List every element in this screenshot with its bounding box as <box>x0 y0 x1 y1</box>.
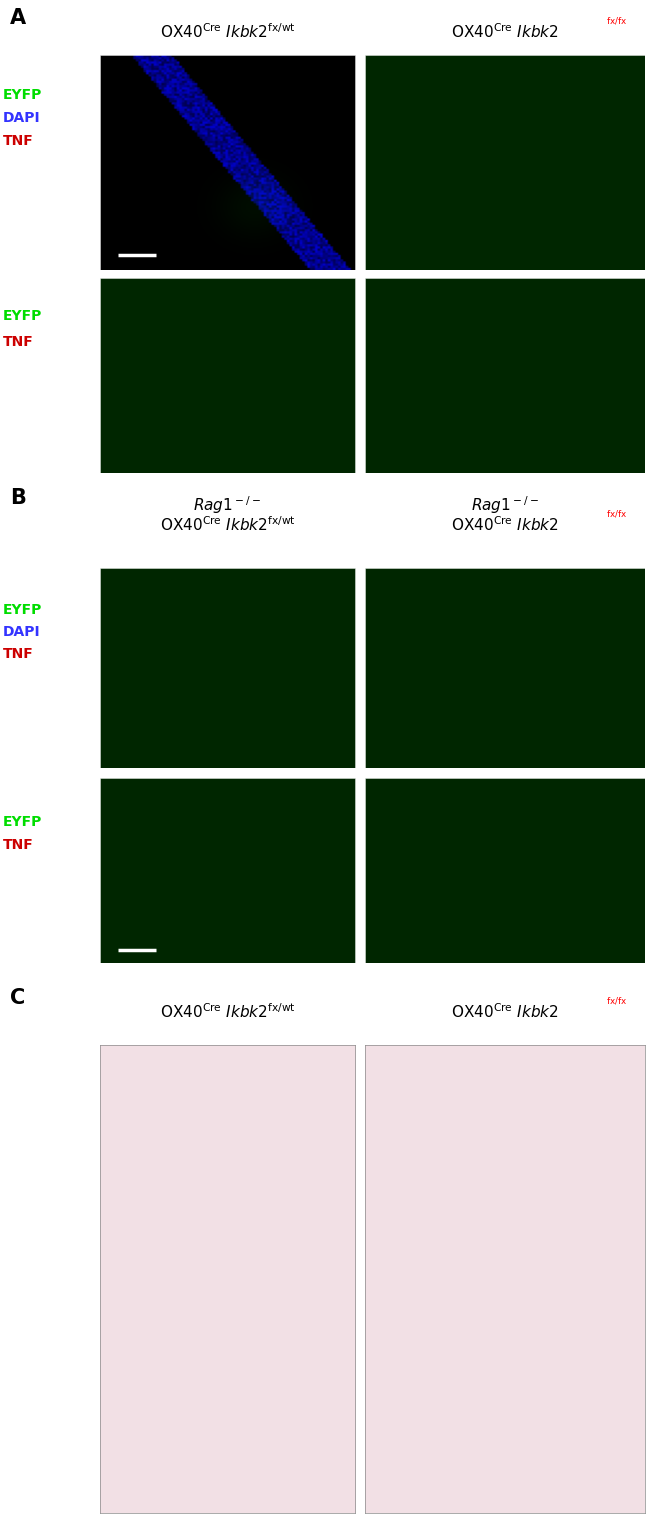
Text: OX40$^{\rm Cre}$ $\mathit{Ikbk2}$$^{\rm fx/wt}$: OX40$^{\rm Cre}$ $\mathit{Ikbk2}$$^{\rm … <box>160 1003 295 1021</box>
Text: TNF: TNF <box>3 134 34 148</box>
Text: OX40$^{\rm Cre}$ $\mathit{Ikbk2}$$^{\rm fx/wt}$: OX40$^{\rm Cre}$ $\mathit{Ikbk2}$$^{\rm … <box>160 23 295 42</box>
Text: OX40$^{\rm Cre}$ $\mathit{Ikbk2}$: OX40$^{\rm Cre}$ $\mathit{Ikbk2}$ <box>451 1003 559 1021</box>
Text: OX40$^{\rm Cre}$ $\mathit{Ikbk2}$: OX40$^{\rm Cre}$ $\mathit{Ikbk2}$ <box>451 515 559 534</box>
Text: DAPI: DAPI <box>3 111 41 125</box>
Text: TNF: TNF <box>3 647 34 661</box>
Text: $^{\rm fx/fx}$: $^{\rm fx/fx}$ <box>606 998 627 1012</box>
Text: DAPI: DAPI <box>3 624 41 638</box>
Text: TNF: TNF <box>3 838 34 852</box>
Text: OX40$^{\rm Cre}$ $\mathit{Ikbk2}$$^{\rm fx/wt}$: OX40$^{\rm Cre}$ $\mathit{Ikbk2}$$^{\rm … <box>160 515 295 534</box>
Text: OX40$^{\rm Cre}$ $\mathit{Ikbk2}$: OX40$^{\rm Cre}$ $\mathit{Ikbk2}$ <box>451 23 559 42</box>
Text: EYFP: EYFP <box>3 603 43 617</box>
Text: EYFP: EYFP <box>3 88 43 102</box>
Text: TNF: TNF <box>3 335 34 349</box>
Text: A: A <box>10 8 26 28</box>
Text: EYFP: EYFP <box>3 815 43 829</box>
Text: B: B <box>10 488 25 508</box>
Text: $^{\rm fx/fx}$: $^{\rm fx/fx}$ <box>606 18 627 31</box>
Text: $\mathit{Rag1}$$^{\rm -/-}$: $\mathit{Rag1}$$^{\rm -/-}$ <box>471 494 539 515</box>
Text: $^{\rm fx/fx}$: $^{\rm fx/fx}$ <box>606 512 627 524</box>
Text: EYFP: EYFP <box>3 309 43 323</box>
Text: C: C <box>10 987 25 1007</box>
Text: $\mathit{Rag1}$$^{\rm -/-}$: $\mathit{Rag1}$$^{\rm -/-}$ <box>194 494 261 515</box>
